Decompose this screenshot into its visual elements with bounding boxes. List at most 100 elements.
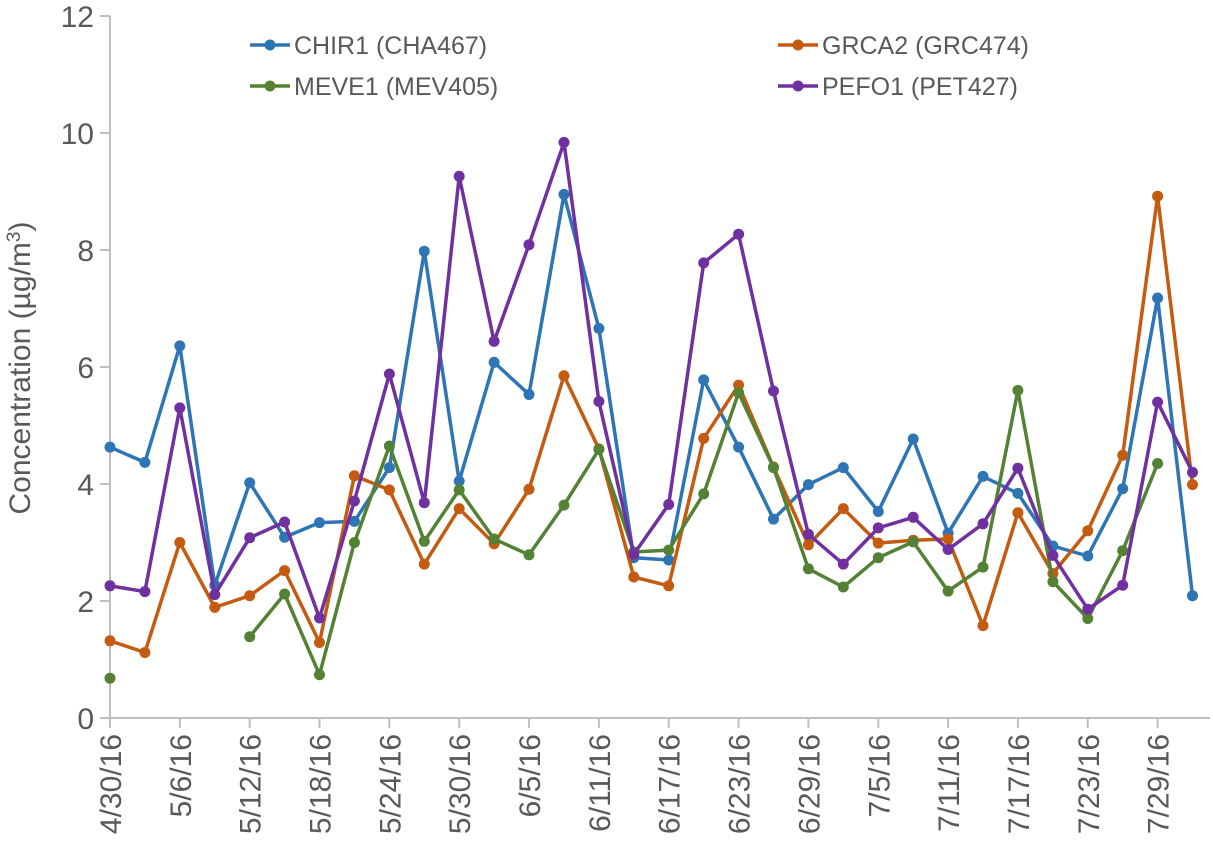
data-point [383, 368, 395, 380]
data-point [593, 396, 605, 407]
data-point [418, 535, 430, 547]
data-point [1187, 466, 1198, 478]
data-point [418, 558, 430, 570]
data-point [768, 385, 779, 397]
data-point [1012, 384, 1024, 396]
y-tick-label: 8 [77, 235, 94, 268]
series-line [109, 194, 1195, 655]
data-point [593, 322, 605, 334]
y-tick-label: 6 [77, 352, 94, 385]
data-point [837, 581, 849, 593]
data-point [139, 456, 151, 468]
data-point [104, 672, 116, 684]
data-point [488, 335, 500, 347]
x-tick-label: 6/23/16 [724, 734, 757, 834]
data-point [942, 533, 954, 545]
data-point [1152, 292, 1164, 304]
series-2 [104, 190, 1198, 658]
data-point [1187, 479, 1198, 491]
data-point [1152, 396, 1164, 408]
y-axis-title-end: ) [4, 222, 37, 232]
x-tick-label: 5/6/16 [165, 734, 198, 817]
data-point [1187, 590, 1198, 602]
data-point [244, 590, 256, 602]
data-point [418, 497, 430, 509]
data-point [663, 554, 675, 566]
legend-item: CHIR1 (CHA467) [250, 32, 487, 60]
legend-label: CHIR1 (CHA467) [294, 32, 487, 60]
data-point [174, 402, 186, 414]
x-tick-label: 6/5/16 [514, 734, 547, 817]
data-point [593, 444, 605, 455]
data-point [733, 228, 745, 240]
data-point [1012, 462, 1024, 474]
data-point [907, 511, 919, 523]
y-axis-title: Concentration (µg/m3) [4, 222, 38, 515]
legend-item: GRCA2 (GRC474) [778, 32, 1029, 60]
data-point [348, 515, 360, 527]
data-point [558, 188, 570, 200]
legend-item: PEFO1 (PET427) [778, 73, 1018, 101]
data-point [314, 612, 325, 624]
data-point [768, 462, 779, 474]
data-point [698, 488, 710, 500]
x-tick-label: 5/18/16 [305, 734, 338, 834]
data-point [523, 549, 535, 561]
data-point [104, 441, 116, 453]
data-point [279, 588, 291, 600]
data-point [837, 462, 849, 474]
data-point [1012, 507, 1024, 519]
data-point [872, 506, 884, 517]
data-point [872, 552, 884, 564]
legend-marker [264, 80, 276, 92]
data-point [1152, 190, 1164, 202]
data-point [977, 518, 989, 530]
legend-label: GRCA2 (GRC474) [822, 32, 1029, 60]
data-point [488, 356, 500, 368]
data-point [244, 532, 256, 544]
data-point [209, 601, 221, 613]
legend-label: PEFO1 (PET427) [822, 73, 1018, 101]
data-point [383, 462, 395, 474]
data-point [1082, 525, 1094, 537]
data-point [1117, 483, 1129, 495]
x-tick-label: 6/29/16 [793, 734, 826, 834]
x-tick-label: 4/30/16 [95, 734, 128, 834]
x-tick-label: 7/29/16 [1143, 734, 1176, 834]
x-tick-label: 6/11/16 [584, 734, 617, 832]
y-axis-title-main: Concentration (µg/m [4, 242, 37, 514]
data-point [663, 499, 675, 510]
data-point [1047, 549, 1059, 561]
data-point [1082, 603, 1094, 615]
data-point [279, 565, 291, 577]
data-point [628, 548, 640, 560]
x-tick-label: 5/24/16 [374, 734, 407, 834]
data-point [698, 374, 710, 386]
y-tick-label: 12 [61, 1, 94, 34]
data-point [488, 533, 500, 545]
data-point [453, 170, 465, 182]
series-3 [104, 384, 1164, 684]
data-point [802, 528, 814, 540]
data-point [558, 499, 570, 511]
data-point [733, 441, 745, 453]
x-tick-label: 5/12/16 [235, 734, 268, 834]
y-tick-label: 4 [77, 469, 94, 502]
data-point [872, 537, 884, 549]
legend-label: MEVE1 (MEV405) [294, 73, 498, 101]
data-point [453, 484, 465, 496]
legend-marker [792, 39, 804, 51]
y-tick-label: 0 [77, 703, 94, 736]
data-point [139, 647, 151, 658]
y-axis-ticks: 0 2 4 6 8 10 12 [61, 1, 110, 736]
data-point [348, 537, 360, 548]
data-point [698, 257, 710, 269]
data-point [802, 479, 814, 491]
data-point [383, 484, 395, 496]
data-point [942, 544, 954, 555]
data-point [768, 513, 779, 525]
data-point [872, 522, 884, 534]
legend-marker [264, 39, 276, 51]
data-point [733, 387, 745, 399]
